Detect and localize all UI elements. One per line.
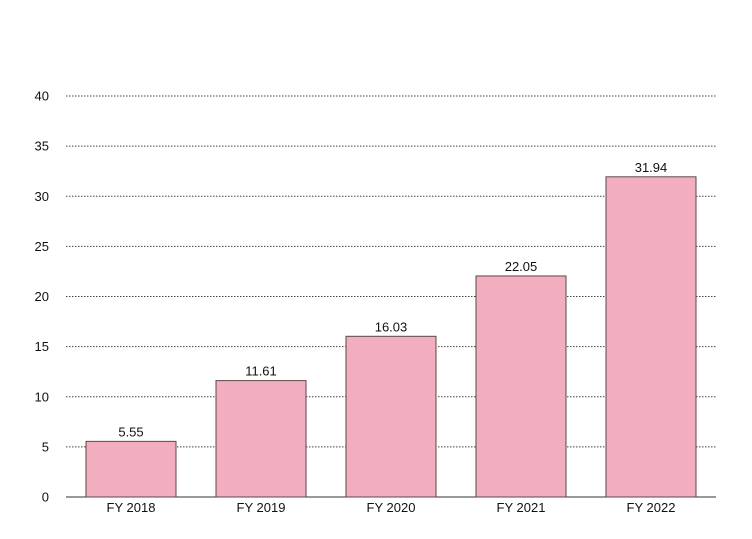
- data-label: 31.94: [635, 160, 668, 175]
- y-tick-label: 40: [35, 89, 49, 104]
- data-label: 11.61: [245, 364, 277, 379]
- bar: [345, 335, 437, 498]
- bar: [85, 440, 177, 498]
- data-labels: 5.55 11.61 16.03 22.05 31.94: [118, 160, 667, 440]
- x-tick-label: FY 2022: [627, 500, 676, 515]
- x-tick-label: FY 2019: [237, 500, 286, 515]
- y-axis-tick-labels: 0 5 10 15 20 25 30 35 40: [35, 89, 49, 505]
- x-tick-label: FY 2018: [107, 500, 156, 515]
- data-label: 16.03: [375, 319, 408, 334]
- bar: [605, 176, 697, 498]
- y-tick-label: 10: [35, 389, 49, 404]
- y-tick-label: 35: [35, 139, 49, 154]
- x-tick-label: FY 2021: [497, 500, 546, 515]
- data-label: 5.55: [118, 424, 143, 439]
- y-tick-label: 30: [35, 189, 49, 204]
- y-tick-label: 15: [35, 339, 49, 354]
- x-axis-tick-labels: FY 2018 FY 2019 FY 2020 FY 2021 FY 2022: [107, 500, 676, 515]
- bar: [475, 275, 567, 498]
- y-tick-label: 25: [35, 239, 49, 254]
- bar: [215, 380, 307, 498]
- x-tick-label: FY 2020: [367, 500, 416, 515]
- y-tick-label: 5: [42, 439, 49, 454]
- y-tick-label: 0: [42, 490, 49, 505]
- bars: [85, 176, 697, 498]
- y-tick-label: 20: [35, 289, 49, 304]
- data-label: 22.05: [505, 259, 538, 274]
